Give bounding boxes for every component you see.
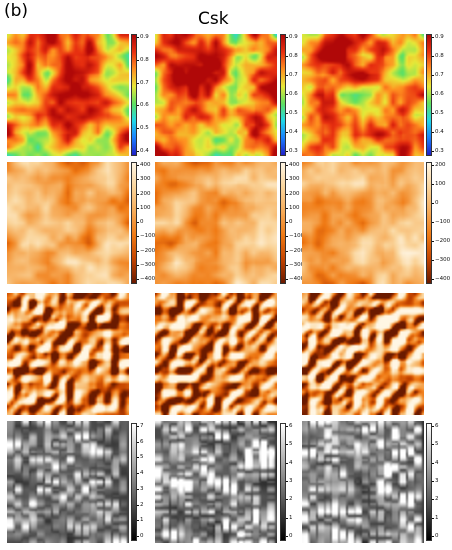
similarity-map-colorbar-3 [426,34,432,156]
slope-map-panel-2 [155,421,277,543]
slope-map-colorbar-3-tick: 0 [432,533,439,539]
elevation-map-colorbar-2-tick: 0 [286,219,293,225]
slope-map-colorbar-2 [280,423,286,541]
elevation-map-colorbar-1 [131,162,137,284]
similarity-map-colorbar-2 [280,34,286,156]
elevation-map-colorbar-1-tick: 0 [137,219,144,225]
elevation-map-colorbar-2-tick: −200 [285,247,305,254]
similarity-map-colorbar-3-tick: 0.7 [432,72,444,78]
elevation-map-panel-2 [155,162,277,284]
hillshade-map-panel-1 [7,293,129,415]
elevation-map-colorbar-2-tick: 300 [286,176,300,183]
elevation-map-colorbar-2-tick: −300 [285,261,305,268]
similarity-map-colorbar-3-tick: 0.8 [432,53,444,59]
similarity-map-panel-1 [7,34,129,156]
elevation-map-colorbar-1-tick: −400 [136,276,156,282]
elevation-map-colorbar-3-tick: 0 [432,200,439,206]
elevation-map-panel-3 [302,162,424,284]
elevation-map-colorbar-3-tick: 200 [432,162,446,168]
elevation-map-colorbar-2-tick: −100 [285,233,305,240]
slope-map-panel-3 [302,421,424,543]
similarity-map-panel-2 [155,34,277,156]
panel-label: (b) [4,1,29,21]
slope-map-colorbar-2-tick: 6 [286,423,293,429]
slope-map-colorbar-1-tick: 2 [137,501,144,508]
slope-map-colorbar-2-tick: 0 [286,533,293,539]
slope-map-colorbar-3-tick: 2 [432,496,439,503]
elevation-map-colorbar-2-tick: 100 [286,204,300,211]
similarity-map-panel-3 [302,34,424,156]
slope-map-colorbar-1 [131,423,137,541]
similarity-map-colorbar-1-tick: 0.8 [137,56,149,63]
elevation-map-panel-1 [7,162,129,284]
slope-map-colorbar-3 [426,423,432,541]
similarity-map-colorbar-3-tick: 0.6 [432,91,444,97]
slope-map-colorbar-2-tick: 5 [286,441,293,448]
elevation-map-colorbar-1-tick: 300 [137,176,151,183]
elevation-map-colorbar-1-tick: −100 [136,233,156,240]
hillshade-map-panel-2 [155,293,277,415]
similarity-map-colorbar-2-tick: 0.8 [286,53,298,59]
elevation-map-colorbar-3-tick: −300 [431,257,451,263]
similarity-map-colorbar-2-tick: 0.4 [286,129,298,135]
figure-title: Csk [198,9,229,29]
slope-map-colorbar-1-tick: 5 [137,454,144,461]
slope-map-colorbar-1-tick: 6 [137,438,144,445]
elevation-map-colorbar-3-tick: 100 [432,181,446,187]
elevation-map-colorbar-3-tick: −400 [431,276,451,282]
slope-map-colorbar-2-tick: 4 [286,459,293,466]
slope-map-colorbar-1-tick: 4 [137,470,144,477]
elevation-map-colorbar-2-tick: 400 [286,162,300,168]
elevation-map-colorbar-2 [280,162,286,284]
similarity-map-colorbar-3-tick: 0.9 [432,34,444,40]
similarity-map-colorbar-1 [131,34,137,156]
similarity-map-colorbar-1-tick: 0.6 [137,102,149,109]
slope-map-colorbar-3-tick: 1 [432,514,439,521]
similarity-map-colorbar-2-tick: 0.6 [286,91,298,97]
similarity-map-colorbar-2-tick: 0.5 [286,110,298,116]
slope-map-colorbar-2-tick: 3 [286,478,293,484]
elevation-map-colorbar-2-tick: −400 [285,276,305,282]
hillshade-map-panel-3 [302,293,424,415]
elevation-map-colorbar-1-tick: 400 [137,162,151,168]
slope-map-colorbar-1-tick: 7 [137,423,144,429]
elevation-map-colorbar-1-tick: −200 [136,247,156,254]
slope-map-colorbar-3-tick: 4 [432,459,439,466]
elevation-map-colorbar-2-tick: 200 [286,190,300,197]
similarity-map-colorbar-2-tick: 0.9 [286,34,298,40]
similarity-map-colorbar-1-tick: 0.9 [137,34,149,40]
slope-map-colorbar-1-tick: 3 [137,485,144,492]
elevation-map-colorbar-1-tick: −300 [136,261,156,268]
slope-map-colorbar-1-tick: 1 [137,517,144,524]
similarity-map-colorbar-1-tick: 0.7 [137,79,149,86]
slope-map-panel-1 [7,421,129,543]
similarity-map-colorbar-2-tick: 0.3 [286,148,298,154]
similarity-map-colorbar-2-tick: 0.7 [286,72,298,78]
similarity-map-colorbar-3-tick: 0.4 [432,129,444,135]
slope-map-colorbar-3-tick: 5 [432,441,439,448]
slope-map-colorbar-3-tick: 3 [432,478,439,484]
elevation-map-colorbar-3 [426,162,432,284]
slope-map-colorbar-2-tick: 2 [286,496,293,503]
slope-map-colorbar-3-tick: 6 [432,423,439,429]
slope-map-colorbar-2-tick: 1 [286,514,293,521]
slope-map-colorbar-1-tick: 0 [137,533,144,539]
similarity-map-colorbar-3-tick: 0.3 [432,148,444,154]
elevation-map-colorbar-1-tick: 100 [137,204,151,211]
similarity-map-colorbar-1-tick: 0.4 [137,148,149,154]
similarity-map-colorbar-1-tick: 0.5 [137,125,149,132]
elevation-map-colorbar-1-tick: 200 [137,190,151,197]
similarity-map-colorbar-3-tick: 0.5 [432,110,444,116]
elevation-map-colorbar-3-tick: −100 [431,219,451,225]
elevation-map-colorbar-3-tick: −200 [431,238,451,244]
